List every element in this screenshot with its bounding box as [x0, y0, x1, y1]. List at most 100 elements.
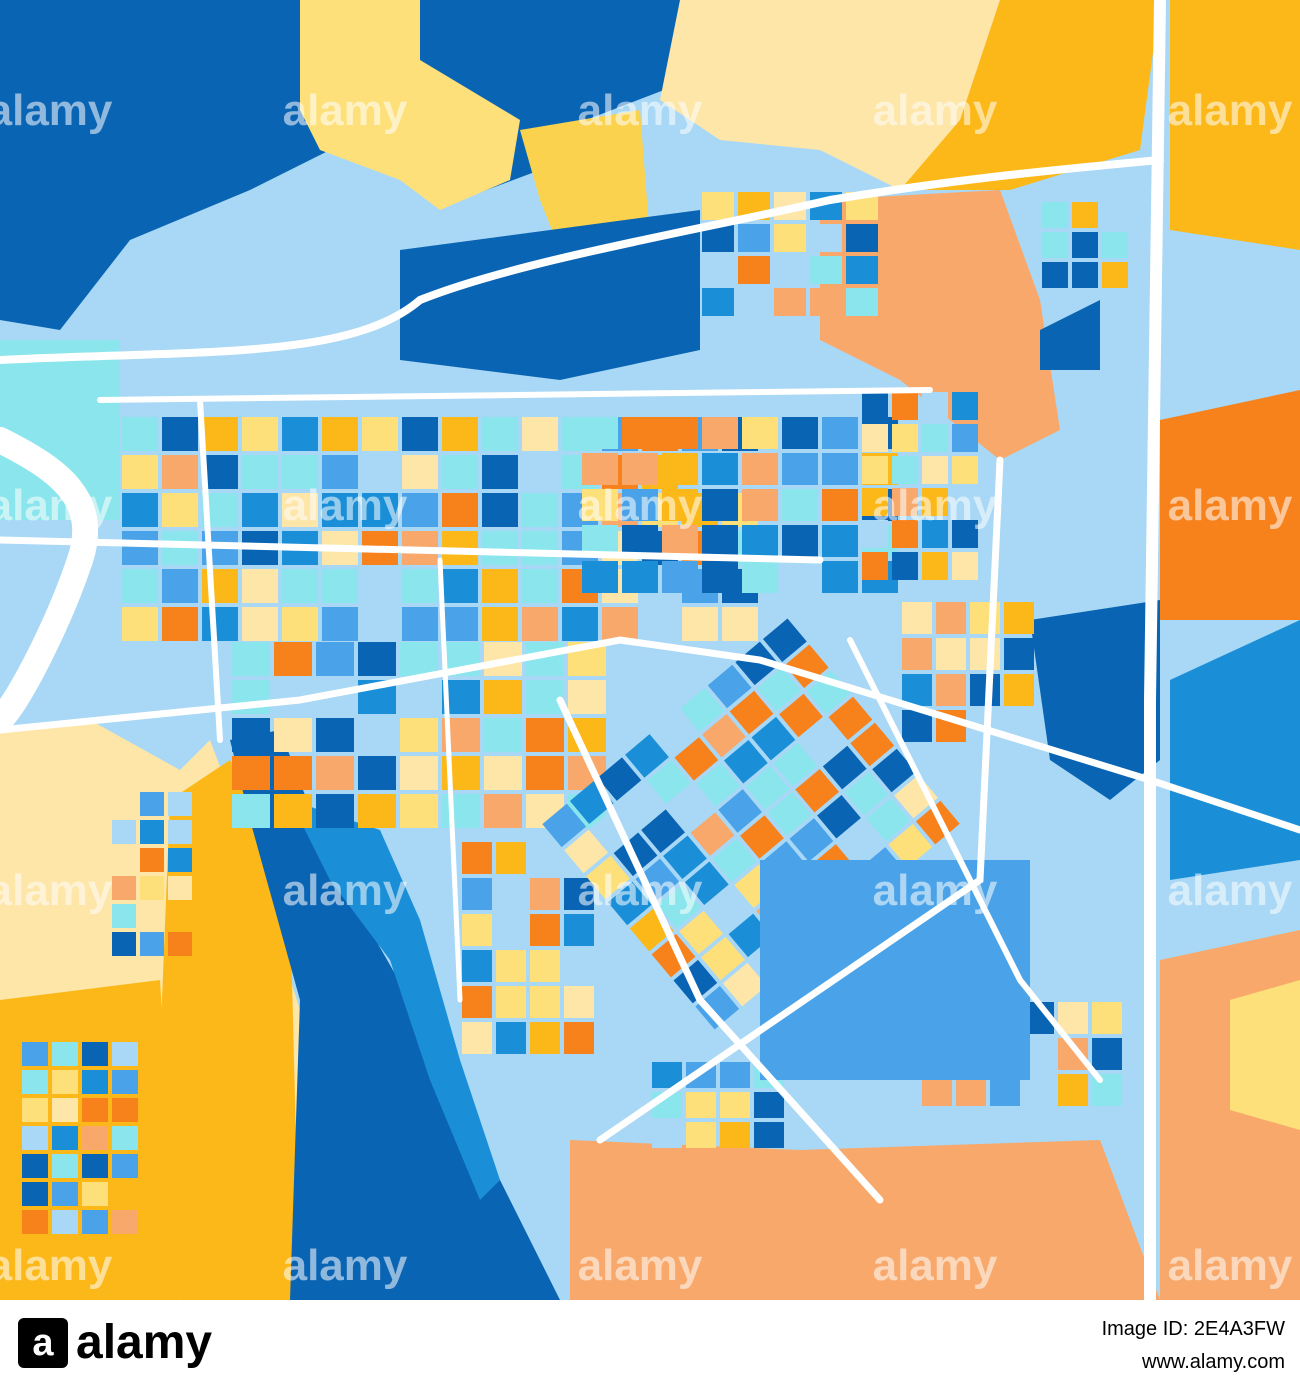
block: [112, 792, 136, 816]
block: [922, 424, 948, 452]
block: [1058, 1002, 1088, 1034]
block: [564, 914, 594, 946]
block: [822, 561, 858, 593]
block: [952, 488, 978, 516]
block: [742, 561, 778, 593]
block: [362, 417, 398, 451]
block: [602, 607, 638, 641]
road: [0, 636, 1300, 834]
region: [1230, 980, 1300, 1130]
block: [564, 950, 594, 982]
region: [400, 210, 700, 380]
block: [482, 417, 518, 451]
watermark: alamy: [578, 86, 703, 135]
block: [862, 456, 888, 484]
block: [1004, 638, 1034, 670]
block: [1092, 1038, 1122, 1070]
block: [970, 674, 1000, 706]
city-blocks: [542, 618, 960, 1030]
block: [162, 493, 198, 527]
block: [52, 1098, 78, 1122]
block: [702, 288, 734, 316]
block: [322, 455, 358, 489]
block: [362, 569, 398, 603]
block: [484, 718, 522, 752]
watermark: alamy: [0, 866, 113, 915]
region: [1160, 390, 1300, 620]
block: [682, 607, 718, 641]
block: [22, 1210, 48, 1234]
block: [742, 453, 778, 485]
block: [122, 493, 158, 527]
block: [846, 288, 878, 316]
block: [232, 642, 270, 676]
region: [1040, 300, 1100, 370]
block: [482, 455, 518, 489]
block: [564, 878, 594, 910]
block: [442, 493, 478, 527]
watermark: alamy: [1168, 1241, 1293, 1290]
block: [168, 820, 192, 844]
block: [892, 392, 918, 420]
block: [722, 962, 767, 1007]
block: [702, 192, 734, 220]
block: [822, 489, 858, 521]
block: [564, 829, 608, 874]
block: [662, 561, 698, 593]
logo-icon: [18, 1318, 68, 1368]
block: [782, 525, 818, 557]
block: [828, 696, 873, 741]
block: [442, 794, 480, 828]
block: [652, 711, 697, 755]
block: [282, 455, 318, 489]
region: [160, 760, 300, 1300]
watermark: alamy: [0, 86, 113, 135]
watermark: alamy: [0, 481, 113, 530]
block: [140, 848, 164, 872]
block: [22, 1154, 48, 1178]
block: [695, 985, 740, 1030]
block: [582, 561, 618, 593]
watermark: alamy: [1168, 481, 1293, 530]
block: [622, 417, 658, 449]
watermarks: alamy alamy alamy alamy alamy alamy alamy alamy…: [0, 86, 1293, 1290]
block: [702, 453, 738, 485]
block: [522, 493, 558, 527]
block: [952, 456, 978, 484]
block: [1004, 602, 1034, 634]
block: [542, 803, 587, 848]
block: [482, 531, 518, 565]
block: [662, 417, 698, 449]
watermark: alamy: [1168, 86, 1293, 135]
image-id: Image ID: 2E4A3FW: [1102, 1318, 1286, 1340]
block: [1058, 1074, 1088, 1106]
block: [706, 887, 751, 932]
block: [122, 607, 158, 641]
block: [112, 876, 136, 900]
block: [707, 664, 752, 709]
block: [892, 488, 918, 516]
block: [789, 818, 834, 862]
block: [767, 792, 812, 836]
block: [952, 520, 978, 548]
block: [774, 256, 806, 284]
block: [702, 489, 738, 521]
block: [162, 607, 198, 641]
block: [568, 680, 606, 714]
block: [358, 642, 396, 676]
block: [720, 1062, 750, 1088]
block: [641, 809, 685, 853]
block: [1072, 202, 1098, 228]
block: [582, 417, 618, 449]
block: [462, 986, 492, 1018]
city-blocks: [22, 192, 1128, 1234]
block: [52, 1042, 78, 1066]
block: [274, 756, 312, 790]
region: [570, 1140, 1160, 1300]
block: [496, 1022, 526, 1054]
block: [582, 489, 618, 521]
block: [844, 771, 889, 816]
watermark: alamy: [0, 1241, 113, 1290]
block: [282, 569, 318, 603]
block: [680, 687, 725, 732]
